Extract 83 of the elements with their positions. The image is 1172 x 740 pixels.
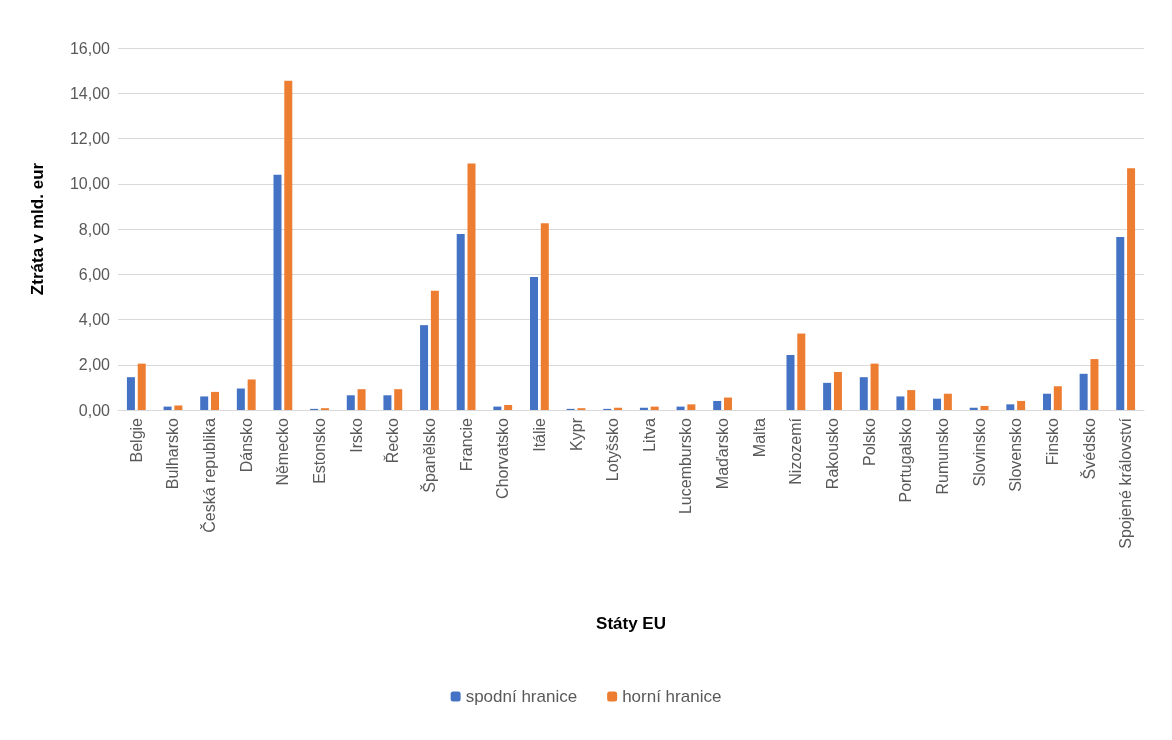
bar: [126, 377, 135, 410]
bar: [859, 377, 868, 410]
bar: [1127, 168, 1136, 410]
bar: [357, 389, 366, 410]
bar: [786, 355, 795, 410]
bar: [833, 371, 842, 410]
bar: [540, 223, 549, 410]
x-tick-label: Nizozemí: [787, 417, 805, 485]
x-tick-label: Kypr: [567, 417, 585, 451]
bar: [346, 395, 355, 410]
bar: [1017, 400, 1026, 410]
bar: [394, 389, 403, 410]
legend-label: spodní hranice: [465, 687, 578, 706]
bar: [284, 80, 293, 410]
bar: [430, 290, 439, 410]
bar: [236, 388, 245, 410]
bar: [1079, 373, 1088, 410]
x-tick-label: Bulharsko: [164, 417, 182, 490]
x-tick-label: Francie: [457, 417, 475, 472]
bar: [200, 396, 209, 410]
x-tick-label: Lucembursko: [677, 417, 695, 515]
x-tick-label: Malta: [750, 417, 768, 458]
x-tick-label: Německo: [274, 417, 292, 486]
bar: [724, 397, 733, 410]
x-tick-label: Španělsko: [419, 417, 438, 493]
x-tick-label: Česká republika: [200, 417, 219, 533]
x-axis-title: Státy EU: [596, 614, 666, 633]
bar: [137, 363, 146, 410]
bar: [174, 405, 183, 410]
y-tick-label: 2,00: [78, 356, 111, 374]
x-tick-label: Estonsko: [311, 417, 329, 484]
y-axis-title: Ztráta v mld. eur: [28, 162, 47, 296]
x-tick-label: Litva: [640, 417, 658, 452]
bar: [1006, 404, 1015, 410]
bar: [870, 363, 879, 410]
bar: [980, 405, 989, 410]
x-tick-label: Řecko: [383, 417, 402, 464]
bar: [1116, 236, 1125, 410]
x-tick-label: Portugalsko: [897, 417, 915, 503]
bar: [273, 174, 282, 410]
bar: [211, 391, 220, 410]
x-tick-label: Rumunsko: [933, 417, 951, 495]
bar: [467, 163, 476, 410]
bar: [687, 404, 696, 410]
y-tick-label: 8,00: [78, 220, 111, 238]
x-tick-label: Švédsko: [1079, 417, 1098, 480]
bar: [1090, 359, 1099, 410]
x-tick-label: Dánsko: [237, 417, 255, 473]
y-tick-label: 14,00: [69, 84, 111, 102]
x-tick-label: Maďarsko: [714, 417, 732, 490]
y-tick-label: 12,00: [69, 130, 111, 147]
x-tick-label: Belgie: [127, 417, 145, 463]
x-tick-label: Irsko: [347, 417, 365, 453]
y-tick-label: 0,00: [78, 401, 111, 419]
x-tick-label: Itálie: [530, 417, 548, 452]
bar: [247, 379, 256, 410]
x-tick-label: Spojené království: [1117, 417, 1135, 549]
bar: [1042, 393, 1051, 410]
x-tick-label: Chorvatsko: [494, 417, 512, 499]
y-tick-label: 10,00: [69, 175, 111, 193]
x-tick-label: Lotyšsko: [604, 417, 622, 482]
bar: [383, 395, 392, 410]
x-tick-label: Slovensko: [1007, 417, 1025, 492]
bar: [896, 396, 905, 410]
bar: [456, 233, 465, 410]
bar: [420, 325, 429, 410]
bar: [1053, 386, 1062, 410]
bar: [504, 405, 513, 410]
bar: [529, 276, 538, 410]
x-tick-label: Polsko: [860, 417, 878, 467]
bar: [713, 400, 722, 410]
x-tick-label: Slovinsko: [970, 417, 988, 487]
y-tick-label: 16,00: [69, 39, 111, 57]
y-tick-label: 6,00: [78, 265, 111, 283]
legend-label: horní hranice: [622, 687, 722, 706]
x-tick-label: Finsko: [1043, 417, 1061, 466]
bar: [907, 390, 916, 410]
bar: [797, 333, 806, 410]
bar: [823, 382, 832, 410]
x-tick-label: Rakousko: [824, 417, 842, 490]
bar: [943, 393, 952, 410]
bar: [933, 398, 942, 410]
y-tick-label: 4,00: [78, 311, 111, 328]
